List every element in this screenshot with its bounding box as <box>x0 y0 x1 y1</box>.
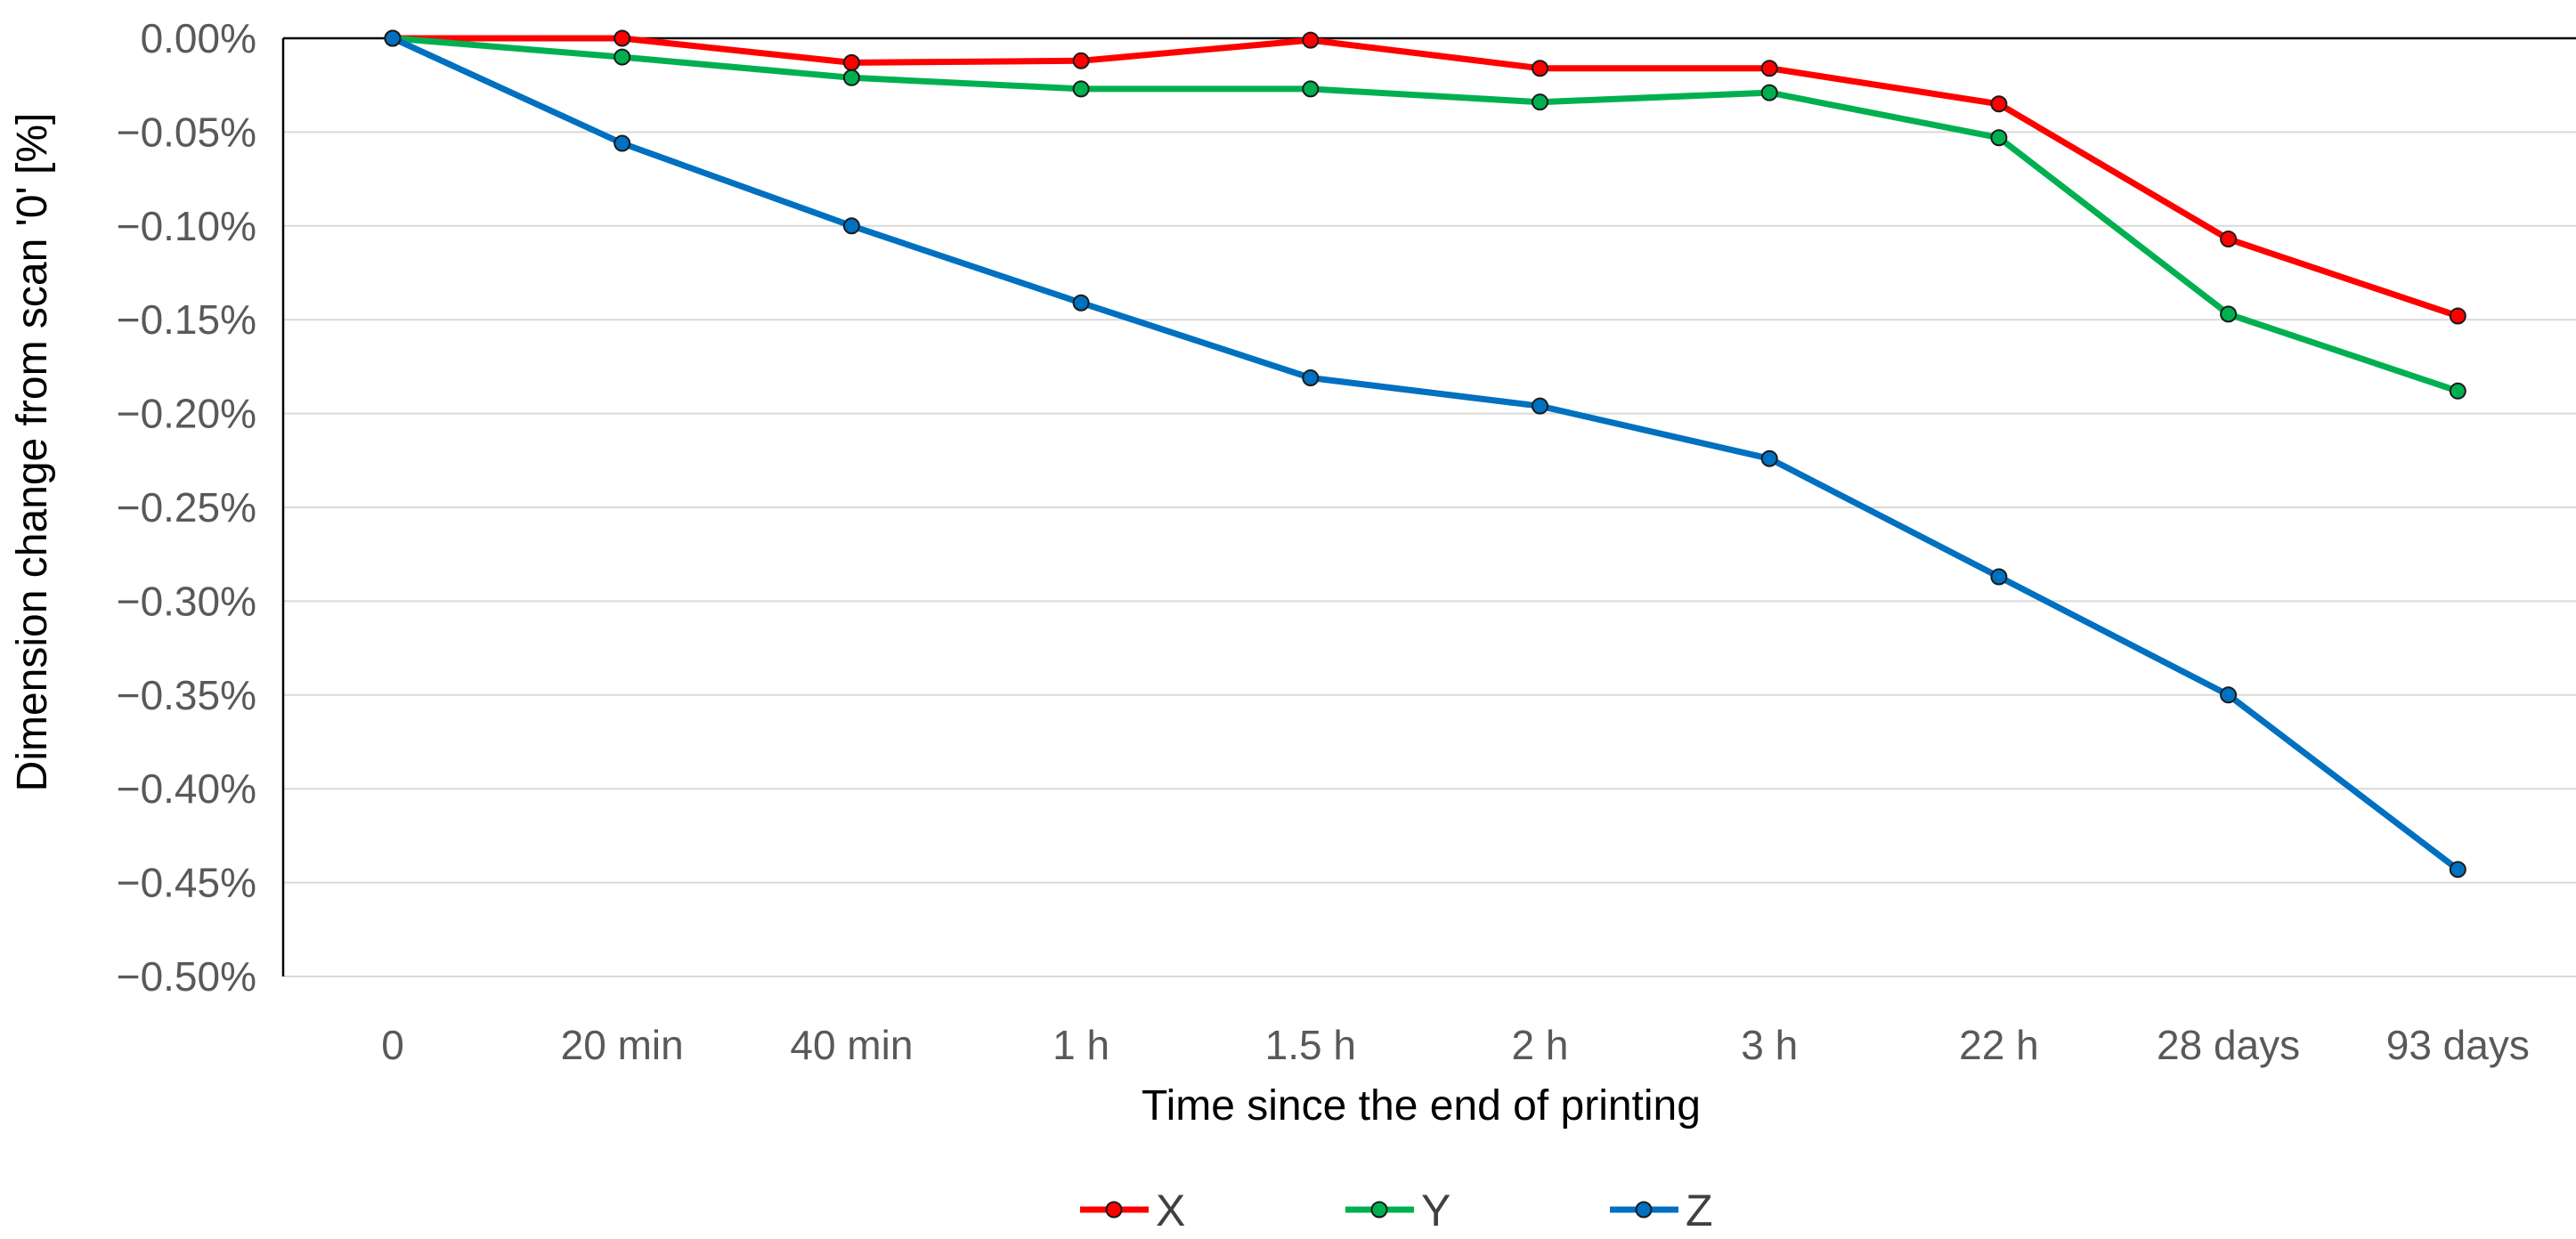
legend-item-y: Y <box>1345 1186 1451 1235</box>
x-tick-label: 22 h <box>1959 1022 2039 1068</box>
x-tick-label: 20 min <box>561 1022 684 1068</box>
x-tick-label: 1.5 h <box>1265 1022 1356 1068</box>
x-tick-label: 0 <box>381 1022 404 1068</box>
legend-label-x: X <box>1156 1186 1185 1235</box>
y-tick-label: −0.40% <box>117 765 256 812</box>
data-point-y <box>842 69 860 86</box>
data-point-x <box>2449 307 2466 325</box>
data-point-z <box>1760 449 1778 467</box>
data-point-z <box>2449 861 2466 879</box>
y-tick-label: −0.15% <box>117 296 256 343</box>
y-tick-label: −0.45% <box>117 860 256 906</box>
y-tick-label: −0.20% <box>117 391 256 437</box>
legend-item-z: Z <box>1610 1186 1713 1235</box>
data-point-x <box>1990 95 2008 113</box>
series-line-z <box>389 35 2461 873</box>
data-point-x <box>1532 60 1548 77</box>
data-point-z <box>384 29 402 47</box>
legend-marker-x <box>1105 1201 1123 1219</box>
data-point-y <box>1532 93 1548 111</box>
x-axis-title: Time since the end of printing <box>1142 1082 1701 1130</box>
data-point-z <box>2220 686 2238 704</box>
legend-item-x: X <box>1080 1186 1185 1235</box>
data-point-x <box>1072 52 1090 69</box>
data-point-z <box>1990 568 2008 586</box>
data-point-y <box>1990 129 2008 147</box>
y-tick-label: −0.35% <box>117 672 256 718</box>
data-point-x <box>842 53 860 71</box>
series-line-y <box>389 35 2461 394</box>
data-point-y <box>1302 80 1320 98</box>
legend-label-z: Z <box>1686 1186 1713 1235</box>
x-tick-label: 40 min <box>790 1022 913 1068</box>
data-point-z <box>1302 369 1320 387</box>
y-tick-label: −0.10% <box>117 203 256 249</box>
legend-label-y: Y <box>1421 1186 1451 1235</box>
x-tick-label: 2 h <box>1512 1022 1569 1068</box>
y-tick-label: −0.25% <box>117 484 256 530</box>
gridlines <box>283 37 2576 977</box>
x-tick-label: 93 days <box>2386 1022 2530 1068</box>
data-point-y <box>1072 80 1090 98</box>
data-point-z <box>1532 397 1548 415</box>
x-tick-label: 28 days <box>2157 1022 2300 1068</box>
y-tick-label: −0.30% <box>117 578 256 624</box>
y-axis-title: Dimension change from scan '0' [%] <box>9 113 56 792</box>
data-point-z <box>1072 294 1090 312</box>
y-tick-labels: 0.00% −0.05% −0.10% −0.15% −0.20% −0.25% −0.30… <box>117 15 256 1000</box>
y-tick-label: −0.05% <box>117 109 256 155</box>
data-point-x <box>1302 31 1320 49</box>
legend-marker-y <box>1370 1201 1388 1219</box>
legend: X Y Z <box>1080 1186 1713 1235</box>
y-tick-label: 0.00% <box>141 15 256 61</box>
x-tick-labels: 0 20 min 40 min 1 h 1.5 h 2 h 3 h 22 h 28 days 93… <box>381 1022 2530 1068</box>
x-tick-label: 1 h <box>1052 1022 1109 1068</box>
series-line-x <box>389 35 2461 320</box>
series-lines <box>389 35 2461 873</box>
data-point-y <box>2220 305 2238 323</box>
y-tick-label: −0.50% <box>117 953 256 1000</box>
x-tick-label: 3 h <box>1741 1022 1798 1068</box>
data-point-y <box>2449 382 2466 400</box>
data-point-x <box>1760 60 1778 77</box>
data-point-z <box>614 134 631 152</box>
axes <box>281 36 2576 976</box>
data-point-y <box>1760 84 1778 101</box>
legend-marker-z <box>1635 1201 1653 1219</box>
data-point-x <box>614 29 631 47</box>
data-point-y <box>614 48 631 66</box>
data-point-x <box>2220 231 2238 248</box>
series-markers <box>384 29 2466 879</box>
data-point-z <box>842 217 860 235</box>
